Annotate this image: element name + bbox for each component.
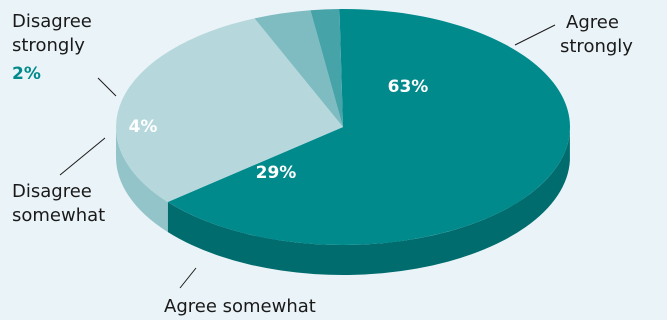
pct-agree-somewhat: 29% [256,163,297,183]
label-agree-somewhat: Agree somewhat [164,296,316,317]
pie-side-agree-strongly [167,130,570,275]
leader-disagree-somewhat [59,137,106,176]
pie-slice-agree-strongly [167,8,570,245]
pct-agree-strongly: 63% [388,77,429,97]
pie-side-agree-somewhat [116,127,168,233]
label-disagree-strongly: Disagree strongly [12,11,98,56]
pie-side-wall [116,127,570,275]
pct-disagree-somewhat: 4% [129,117,158,137]
leader-disagree-strongly [97,77,117,97]
leader-agree-strongly [514,24,556,46]
pct-disagree-strongly: 2% [12,64,41,84]
label-disagree-somewhat: Disagree somewhat [12,181,105,226]
leader-agree-somewhat [179,267,197,289]
pie-slice-disagree-somewhat [254,10,343,127]
pie-slice-disagree-strongly [310,9,343,127]
pie-slice-agree-somewhat [115,18,343,203]
pie-top [115,8,570,245]
label-agree-strongly: Agree strongly [560,12,633,57]
